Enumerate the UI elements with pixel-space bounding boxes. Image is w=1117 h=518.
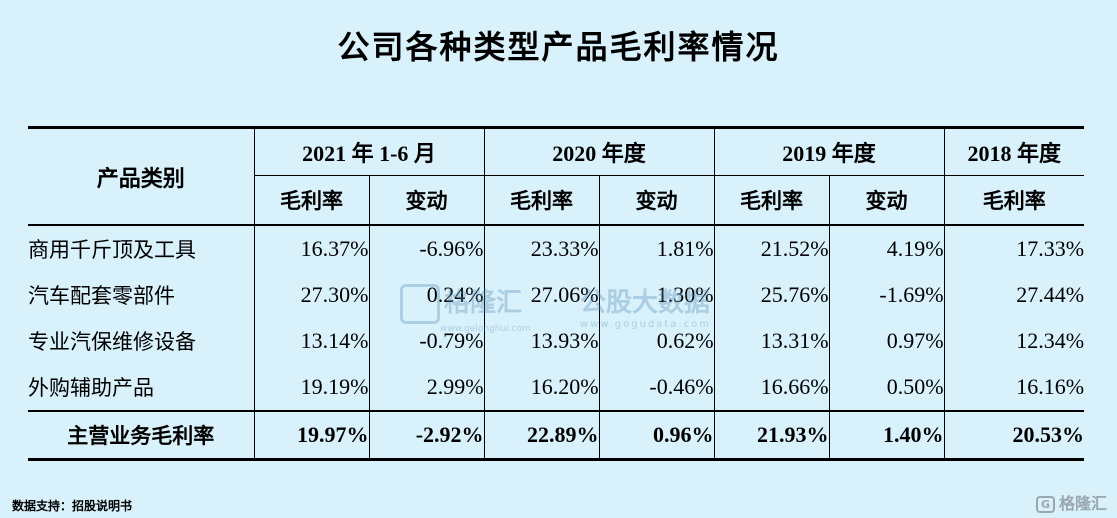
change-header: 变动 [828,175,945,226]
margin-header: 毛利率 [253,175,369,226]
cell: 0.24% [368,272,485,318]
margin-header: 毛利率 [483,175,600,226]
table-row: 专业汽保维修设备 13.14% -0.79% 13.93% 0.62% 13.3… [28,318,1085,364]
cell: 0.62% [598,318,715,364]
total-cell: 20.53% [943,410,1085,461]
margin-header: 毛利率 [943,175,1085,226]
total-cell: 1.40% [828,410,945,461]
cell: -6.96% [368,225,485,272]
cell: 19.19% [253,364,369,411]
row-label: 商用千斤顶及工具 [28,238,196,262]
cell: 13.93% [483,318,600,364]
total-label: 主营业务毛利率 [28,410,254,461]
total-cell: -2.92% [368,410,485,461]
brand-name: 格隆汇 [1058,494,1107,513]
watermark-right-text: 公股大数据 [580,288,711,318]
cell: 27.06% [483,272,600,318]
period-header: 2018 年度 [943,126,1085,176]
brand-logo: G 格隆汇 [1035,490,1107,514]
change-header: 变动 [368,175,485,226]
table-row: 商用千斤顶及工具 16.37% -6.96% 23.33% 1.81% 21.5… [28,225,1085,272]
cell: 17.33% [943,225,1085,272]
cell: -1.69% [828,272,945,318]
cell: 12.34% [943,318,1085,364]
period-header: 2020 年度 [483,126,715,176]
watermark-gogudata: 公股大数据 www.gogudata.com [580,282,711,330]
cell: 21.52% [713,225,830,272]
cell: 13.14% [253,318,369,364]
cell: 1.81% [598,225,715,272]
cell: -0.79% [368,318,485,364]
page-title: 公司各种类型产品毛利率情况 [337,28,780,66]
cell: 23.33% [483,225,600,272]
watermark-right-url: www.gogudata.com [580,319,712,330]
cell: 16.20% [483,364,600,411]
brand-icon: G [1035,496,1055,513]
cell: -0.46% [598,364,715,411]
total-cell: 0.96% [598,410,715,461]
header-row-periods: 产品类别 2021 年 1-6 月 2020 年度 2019 年度 2018 年… [28,126,1085,226]
cell: 4.19% [828,225,945,272]
cell: 16.37% [253,225,369,272]
cell: 2.99% [368,364,485,411]
table-row: 汽车配套零部件 27.30% 0.24% 27.06% 1.30% 25.76%… [28,272,1085,318]
total-cell: 21.93% [713,410,830,461]
table-row: 外购辅助产品 19.19% 2.99% 16.20% -0.46% 16.66%… [28,364,1085,411]
change-header: 变动 [598,175,715,226]
category-header: 产品类别 [28,126,254,226]
cell: 0.50% [828,364,945,411]
total-cell: 19.97% [253,410,369,461]
cell: 16.16% [943,364,1085,411]
gross-margin-table: 产品类别 2021 年 1-6 月 2020 年度 2019 年度 2018 年… [28,126,1085,461]
period-header: 2021 年 1-6 月 [253,126,485,176]
row-label: 外购辅助产品 [28,376,154,400]
cell: 13.31% [713,318,830,364]
cell: 25.76% [713,272,830,318]
total-row: 主营业务毛利率 19.97% -2.92% 22.89% 0.96% 21.93… [28,410,1085,461]
header-row-metrics: 毛利率 变动 毛利率 变动 毛利率 变动 毛利率 [28,175,1085,226]
margin-header: 毛利率 [713,175,830,226]
row-label: 汽车配套零部件 [28,284,175,308]
cell: 0.97% [828,318,945,364]
cell: 27.30% [253,272,369,318]
cell: 16.66% [713,364,830,411]
cell: 27.44% [943,272,1085,318]
cell: 1.30% [598,272,715,318]
row-label: 专业汽保维修设备 [28,330,196,354]
total-cell: 22.89% [483,410,600,461]
data-source-note: 数据支持：招股说明书 [12,499,133,513]
period-header: 2019 年度 [713,126,945,176]
